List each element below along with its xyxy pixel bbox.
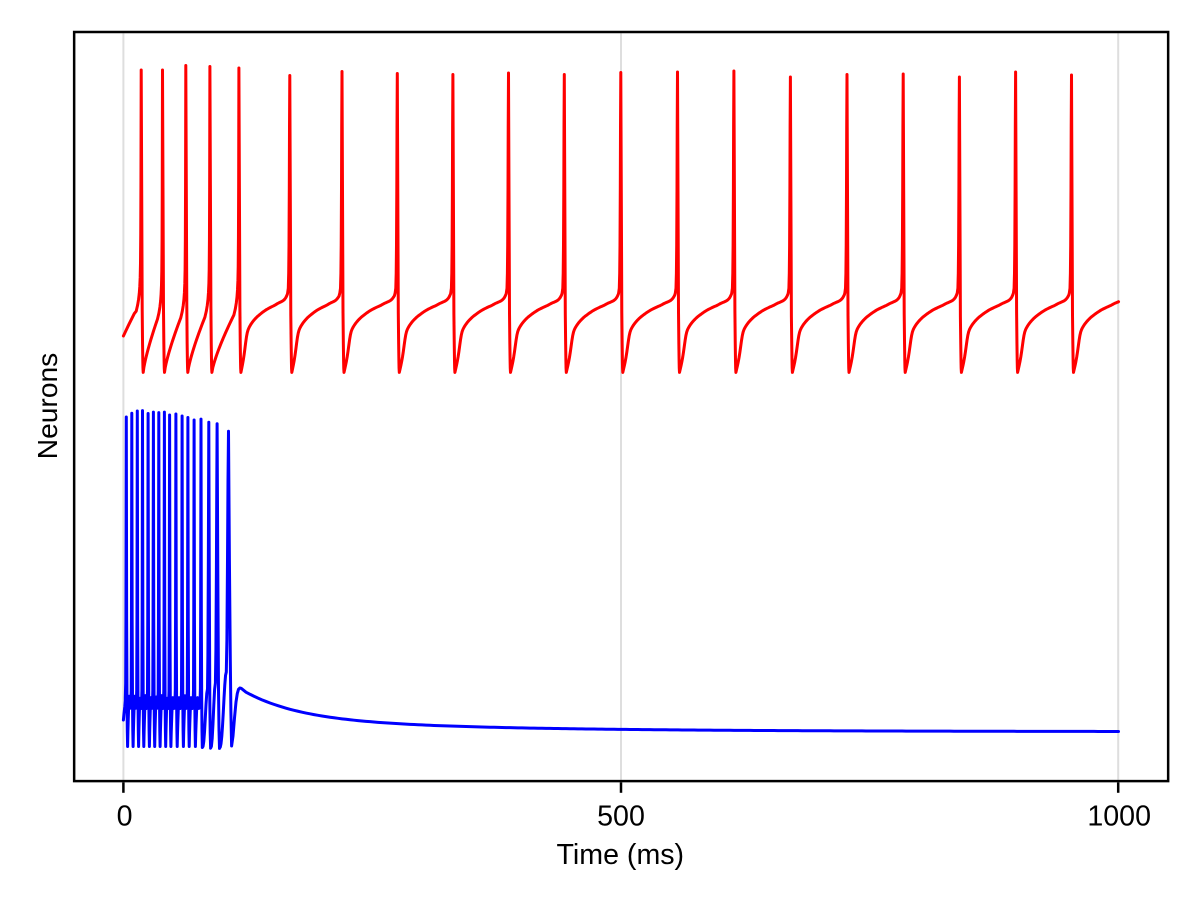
svg-text:500: 500 <box>597 801 645 833</box>
svg-text:1000: 1000 <box>1087 801 1151 833</box>
svg-text:0: 0 <box>117 801 133 833</box>
svg-text:Time (ms): Time (ms) <box>557 839 685 871</box>
svg-text:Neurons: Neurons <box>31 353 63 460</box>
